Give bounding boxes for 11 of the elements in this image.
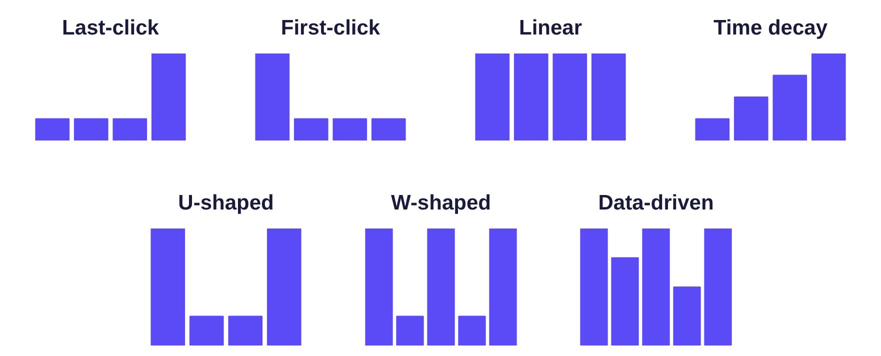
bar xyxy=(811,54,846,140)
bar xyxy=(695,118,730,140)
chart-title: U-shaped xyxy=(178,192,274,214)
chart-title: First-click xyxy=(280,16,380,40)
bar xyxy=(734,96,768,140)
chart-title: Linear xyxy=(518,16,582,40)
chart-title: W-shaped xyxy=(391,192,491,214)
chart-title: Data-driven xyxy=(598,192,714,214)
chart-title: Last-click xyxy=(62,16,160,40)
chart-title: Time decay xyxy=(713,16,828,40)
bar xyxy=(772,74,808,140)
